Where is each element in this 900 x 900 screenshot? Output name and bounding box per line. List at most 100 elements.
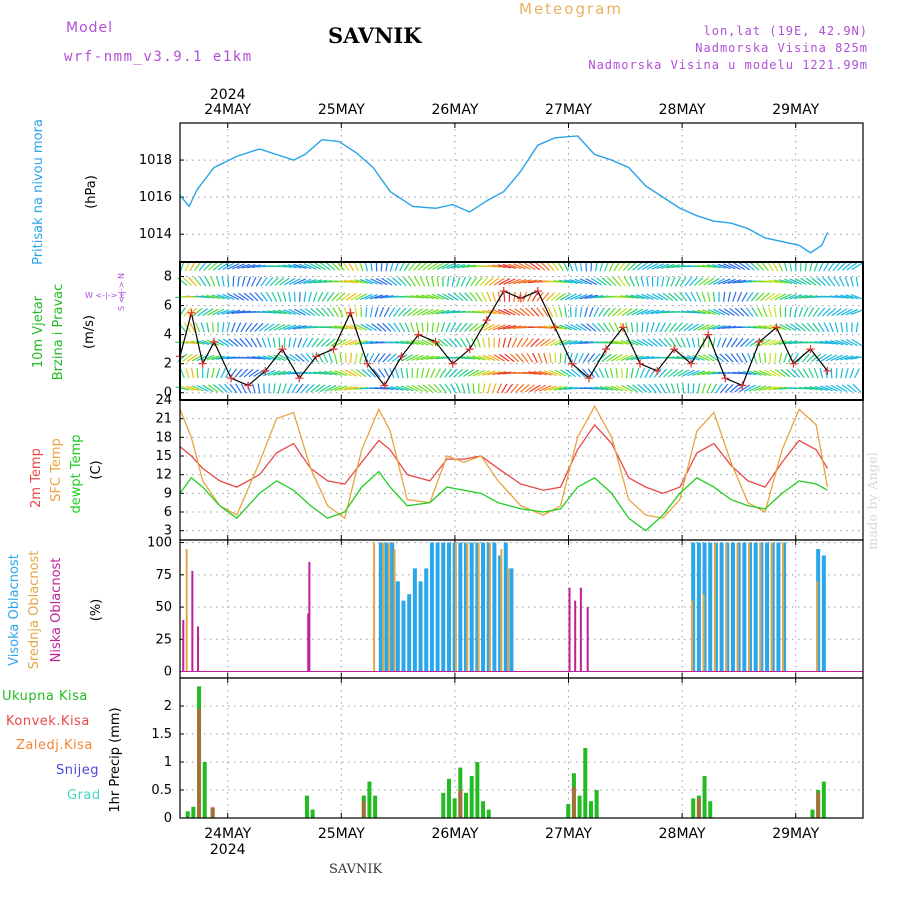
wind-arrow [511, 337, 518, 348]
product-title: Meteogram [519, 0, 623, 18]
cloud-low-axis-title: Niska Oblacnost [49, 558, 64, 663]
wind-arrow [329, 370, 343, 376]
wind-arrow [614, 322, 620, 333]
wind-arrow [339, 339, 352, 347]
wind-arrow [801, 322, 811, 332]
wind-arrow [804, 261, 808, 272]
wind-arrow [210, 276, 216, 287]
wind-arrow [761, 261, 769, 272]
wind-arrow [677, 369, 690, 377]
wind-arrow [658, 368, 668, 378]
wind-arrow [420, 355, 435, 361]
wind-arrow [845, 322, 848, 333]
cloud-high-bar [458, 542, 463, 672]
wind-arrow [850, 293, 864, 300]
wind-arrow [753, 325, 767, 330]
wind-arrow [837, 261, 847, 271]
wind-arrow [502, 325, 517, 330]
wind-arrow [569, 340, 583, 345]
wind-arrow [426, 338, 439, 347]
cloud-high-bar [441, 542, 446, 672]
wind-arrow [806, 322, 816, 332]
wind-arrow [447, 292, 459, 301]
wind-arrow [785, 368, 796, 378]
wind-arrow [422, 384, 433, 393]
wind-arrow [488, 354, 501, 362]
wind-arrow [675, 276, 682, 287]
wind-arrow [724, 383, 734, 393]
wind-arrow [546, 261, 555, 271]
wind-arrow [487, 264, 502, 268]
wind-arrow [436, 322, 440, 333]
wind-arrow [233, 338, 244, 348]
wind-arrow [283, 309, 297, 316]
wind-arrow [715, 383, 723, 394]
wind-arrow [197, 308, 208, 317]
cloud-mid-bar [507, 568, 510, 672]
wind-arrow [665, 276, 670, 287]
wind-arrow [703, 277, 715, 286]
wind-arrow [302, 337, 308, 348]
wind-arrow [550, 292, 561, 302]
wind-arrow [334, 370, 348, 377]
wind-arrow [814, 385, 828, 391]
wind-arrow [756, 307, 763, 318]
wind-arrow [373, 353, 380, 363]
wind-arrow [758, 369, 772, 377]
wind-arrow [203, 261, 213, 271]
wind-arrow [576, 368, 586, 378]
wind-arrow [555, 292, 566, 301]
wind-gust-marker [380, 381, 389, 390]
wind-arrow [559, 352, 562, 363]
wind-arrow [673, 322, 683, 332]
wind-arrow [206, 294, 220, 299]
wind-arrow [564, 352, 568, 363]
wind-arrow [671, 356, 686, 360]
wind-arrow [461, 356, 476, 360]
wind-arrow [382, 322, 392, 332]
wind-arrow [368, 352, 375, 363]
wind-arrow [758, 385, 772, 392]
wind-arrow [598, 368, 605, 379]
wind-gust-marker [653, 366, 662, 375]
wind-arrow [558, 279, 573, 284]
wind-arrow [708, 353, 720, 362]
wind-arrow [431, 322, 434, 333]
wind-arrow [216, 355, 231, 360]
precip-ytick-label: 1.5 [151, 727, 172, 742]
wind-arrow [419, 276, 426, 287]
wind-arrow [712, 263, 726, 269]
wind-arrow [206, 368, 210, 379]
wind-arrow [260, 292, 268, 302]
precip-axis-title: 1hr Precip (mm) [108, 707, 123, 812]
precip-conv-bar [571, 787, 576, 818]
wind-arrow [652, 338, 663, 347]
wind-arrow [211, 294, 225, 300]
wind-arrow [644, 368, 651, 379]
wind-arrow [831, 308, 842, 317]
wind-arrow [723, 308, 735, 317]
wind-arrow [277, 264, 292, 268]
wind-arrow [691, 310, 706, 315]
wind-arrow [354, 352, 358, 363]
wind-arrow [407, 307, 418, 317]
wind-arrow [645, 309, 660, 315]
wind-arrow [420, 368, 425, 379]
wind-arrow [317, 352, 324, 363]
wind-arrow [598, 307, 605, 318]
wind-arrow [320, 338, 331, 348]
wind-arrow [464, 322, 473, 332]
wind-arrow [416, 368, 419, 379]
wind-arrow [503, 308, 516, 316]
wind-arrow [625, 339, 639, 346]
wind-arrow [392, 277, 402, 286]
wind-arrow [267, 354, 281, 361]
wind-arrow [415, 294, 430, 299]
precip-total-bar [469, 776, 474, 818]
wind-arrow [593, 368, 600, 379]
wind-arrow [282, 383, 287, 394]
wind-arrow [779, 307, 782, 318]
altitude-label: Nadmorska Visina 825m [695, 41, 868, 55]
wind-arrow [553, 386, 568, 391]
cloud-mid-bar [488, 542, 491, 672]
